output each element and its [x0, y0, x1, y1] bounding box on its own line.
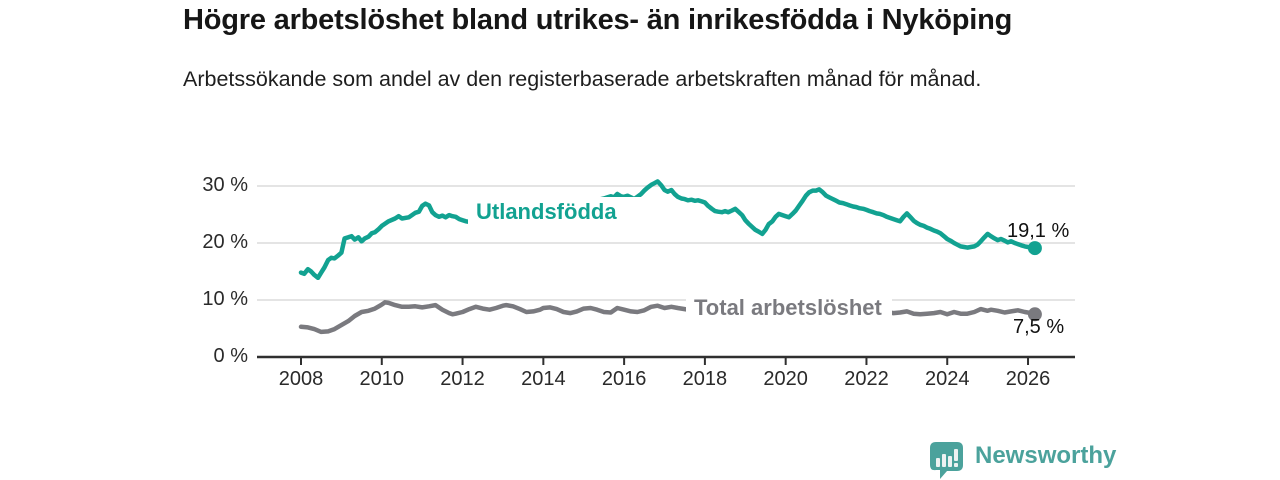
logo-exclamation-dot: [954, 463, 958, 467]
y-tick-label: 10 %: [202, 288, 248, 310]
chart-subtitle: Arbetssökande som andel av den registerb…: [183, 67, 982, 91]
end-value-label-utlandsfodda: 19,1 %: [1007, 220, 1070, 242]
logo-bar-3: [948, 456, 952, 467]
x-tick-label: 2008: [278, 368, 324, 390]
end-value-label-total-arbetsloshet: 7,5 %: [1013, 316, 1065, 338]
y-tick-label: 0 %: [213, 345, 248, 367]
newsworthy-logo-icon: [930, 442, 963, 479]
newsworthy-logo[interactable]: Newsworthy: [926, 439, 1116, 480]
x-tick-label: 2014: [521, 368, 566, 390]
x-tick-label: 2016: [601, 368, 647, 390]
newsworthy-logo-text: Newsworthy: [975, 442, 1117, 469]
logo-bar-2: [942, 454, 946, 467]
chart-title: Högre arbetslöshet bland utrikes- än inr…: [183, 4, 1013, 36]
x-tick-label: 2010: [359, 368, 405, 390]
series-end-dot-utlandsfodda: [1027, 241, 1042, 256]
x-tick-label: 2026: [1005, 368, 1051, 390]
x-tick-label: 2024: [924, 368, 970, 390]
series-line-utlandsfodda: [298, 179, 1038, 281]
logo-exclamation-bar: [954, 449, 958, 461]
series-line-total-arbetsloshet: [298, 300, 1038, 335]
y-tick-label: 30 %: [202, 174, 248, 196]
x-tick-label: 2018: [682, 368, 728, 390]
x-tick-label: 2020: [763, 368, 808, 390]
logo-bar-1: [936, 458, 940, 467]
series-end-dot-total-arbetsloshet: [1027, 307, 1042, 322]
series-label-total-arbetsloshet: Total arbetslöshet: [686, 293, 892, 324]
series-label-utlandsfodda: Utlandsfödda: [468, 197, 641, 228]
x-tick-label: 2012: [440, 368, 485, 390]
y-tick-label: 20 %: [202, 231, 248, 253]
x-tick-label: 2022: [844, 368, 889, 390]
